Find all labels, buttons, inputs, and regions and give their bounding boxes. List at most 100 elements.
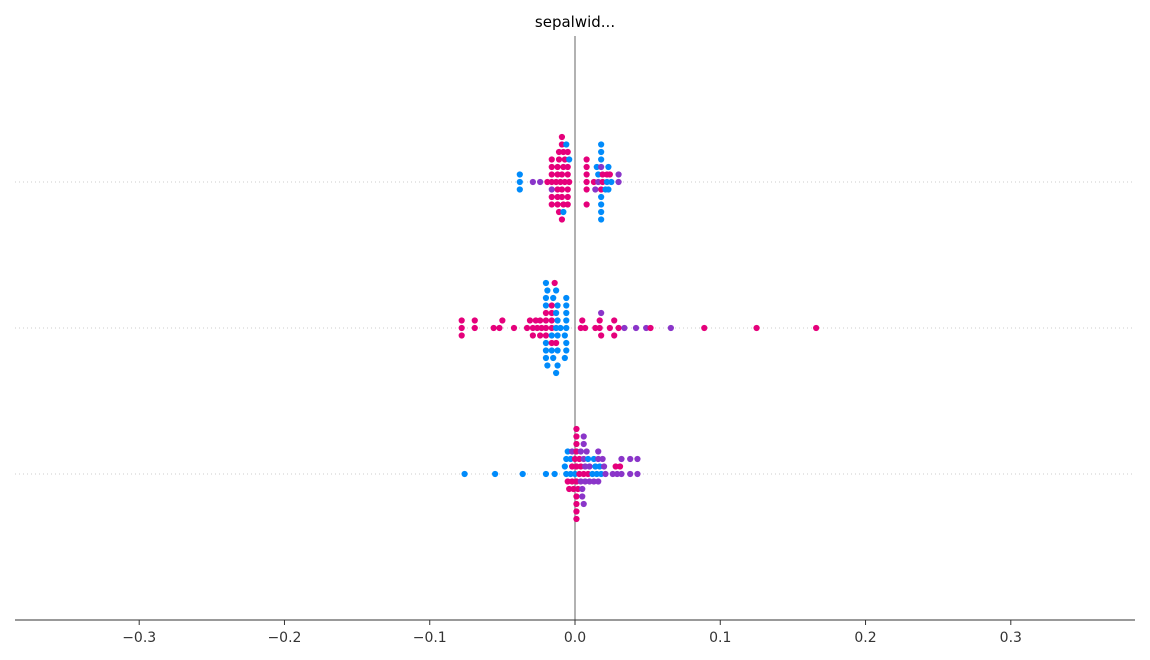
data-point (499, 317, 506, 324)
data-point (598, 156, 605, 163)
data-point (558, 171, 566, 178)
data-point (570, 485, 577, 493)
data-point (580, 455, 587, 463)
data-point (557, 324, 564, 332)
data-point (564, 193, 571, 201)
data-point (548, 193, 555, 201)
data-point (542, 279, 550, 287)
x-tick-label: 0.2 (854, 630, 876, 646)
data-point (598, 141, 605, 148)
x-tick-label: −0.1 (413, 630, 447, 646)
data-point (606, 324, 613, 332)
data-point (573, 515, 580, 523)
data-point (554, 302, 561, 309)
data-point (590, 178, 597, 186)
data-point (595, 178, 602, 186)
data-point (548, 186, 555, 193)
data-point (621, 324, 628, 332)
data-point (563, 470, 570, 478)
chart-title: sepalwid... (535, 13, 615, 31)
x-tick-label: −0.2 (267, 630, 301, 646)
data-point (701, 324, 708, 332)
data-point (561, 156, 568, 163)
data-point (618, 455, 625, 463)
data-point (566, 178, 573, 186)
data-point (598, 201, 605, 208)
data-point (590, 455, 597, 463)
data-point (568, 463, 576, 470)
data-point (563, 455, 570, 463)
data-point (596, 324, 603, 332)
data-point (554, 347, 561, 354)
data-point (583, 156, 590, 163)
data-point (542, 339, 550, 347)
data-point (614, 470, 621, 478)
data-point (563, 317, 570, 324)
data-point (544, 287, 551, 294)
data-point (611, 317, 618, 324)
data-point (574, 485, 582, 493)
data-point (584, 455, 592, 463)
data-point (526, 317, 534, 324)
data-point (571, 455, 579, 463)
data-point (573, 500, 580, 508)
data-point (558, 216, 566, 223)
data-point (595, 455, 602, 463)
data-point (542, 332, 550, 339)
data-point (611, 332, 618, 339)
x-tick-label: 0.1 (709, 630, 731, 646)
data-point (643, 324, 650, 332)
data-point (577, 448, 584, 455)
data-point (580, 500, 587, 508)
data-point (598, 193, 605, 201)
data-point (598, 148, 605, 156)
data-point (561, 463, 568, 470)
data-point (542, 354, 550, 362)
data-point (560, 208, 567, 216)
data-point (551, 470, 558, 478)
data-point (592, 324, 599, 332)
data-point (542, 347, 550, 354)
data-point (632, 324, 640, 332)
data-point (458, 317, 465, 324)
data-point (542, 470, 550, 478)
data-point (555, 148, 563, 156)
data-point (496, 324, 503, 332)
data-point (563, 141, 570, 148)
data-point (593, 470, 600, 478)
data-point (615, 178, 622, 186)
x-tick-label: 0.3 (1000, 630, 1022, 646)
data-point (564, 448, 571, 455)
data-point (564, 171, 571, 178)
data-point (647, 324, 654, 332)
data-point (553, 178, 560, 186)
data-point (564, 478, 571, 485)
data-point (471, 317, 478, 324)
data-point (563, 309, 570, 317)
data-point (577, 463, 584, 470)
data-point (606, 171, 613, 178)
data-point (548, 156, 555, 163)
data-point (548, 317, 555, 324)
data-point (537, 317, 544, 324)
data-point (608, 178, 615, 186)
data-point (583, 201, 590, 208)
data-point (568, 448, 576, 455)
data-point (560, 163, 567, 171)
data-point (573, 425, 580, 433)
data-point (583, 448, 590, 455)
data-point (612, 463, 619, 470)
data-point (583, 163, 590, 171)
x-tick-label: 0.0 (564, 630, 586, 646)
data-point (516, 186, 523, 193)
data-point (558, 141, 566, 148)
data-point (599, 171, 606, 178)
data-point (595, 171, 602, 178)
data-point (554, 163, 561, 171)
data-point (534, 324, 541, 332)
data-point (510, 324, 518, 332)
data-point (616, 463, 624, 470)
data-point (753, 324, 760, 332)
data-point (516, 178, 523, 186)
